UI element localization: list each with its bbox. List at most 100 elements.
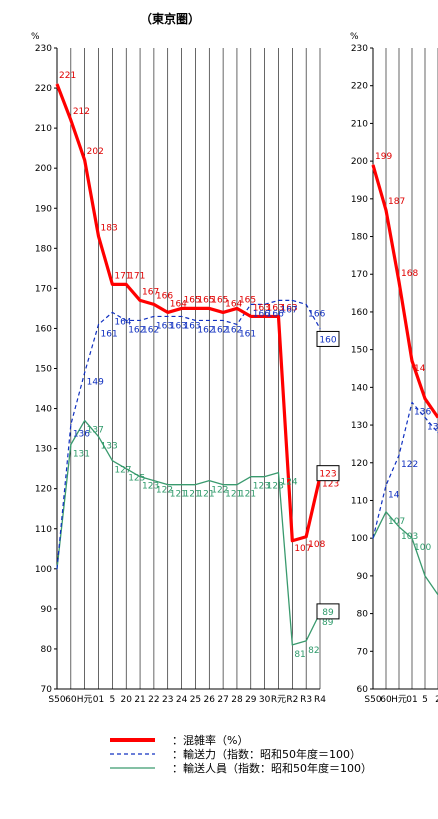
boxed-label: 89 [322, 608, 334, 618]
y-tick-label: 90 [357, 572, 369, 582]
data-point [385, 511, 387, 513]
boxed-label-frame [316, 465, 340, 482]
data-point [180, 484, 183, 486]
data-point [180, 307, 183, 310]
data-label: 202 [87, 147, 104, 157]
data-point [305, 640, 307, 642]
y-tick-label: 140 [351, 383, 368, 393]
data-point [385, 209, 387, 211]
data-point [167, 311, 169, 314]
data-label: 122 [211, 486, 228, 496]
x-tick-label: 24 [176, 695, 188, 705]
data-label: 123 [142, 482, 159, 492]
data-point [194, 307, 197, 310]
x-tick-label: 21 [134, 695, 145, 705]
plot-area-left: 70 80 90 100 110 120 130 140 150 160 170 180 190 200 2… [35, 44, 340, 705]
data-point [125, 468, 127, 470]
x-tick-label: 23 [162, 695, 173, 705]
data-label: 183 [101, 223, 118, 233]
data-label: 187 [388, 197, 405, 207]
y-unit-left: % [31, 32, 40, 42]
data-point [222, 319, 224, 322]
y-tick-label: 120 [35, 485, 52, 495]
data-point [424, 398, 426, 400]
data-point [139, 299, 141, 301]
data-label: 107 [388, 517, 405, 527]
y-tick-label: 210 [351, 119, 368, 129]
x-tick-label: 2 [435, 695, 438, 705]
data-label: 136 [73, 430, 90, 440]
data-label: 121 [197, 490, 214, 500]
data-point [424, 416, 426, 419]
x-tick-label: 25 [190, 695, 201, 705]
data-point [264, 303, 266, 305]
y-tick-label: 160 [351, 308, 368, 318]
data-label: 162 [197, 325, 214, 335]
data-point [236, 323, 238, 326]
data-point [84, 159, 86, 161]
y-tick-label: 90 [41, 605, 53, 615]
x-tick-label: S50 [48, 695, 65, 705]
data-label: 89 [322, 618, 334, 628]
x-tick-label: R元 [271, 695, 286, 705]
data-label: 100 [414, 543, 431, 553]
data-point [277, 315, 280, 318]
y-tick-label: 80 [41, 645, 53, 655]
y-tick-label: 210 [35, 124, 52, 134]
series-line [56, 419, 321, 646]
x-tick-label: 20 [120, 695, 132, 705]
data-label: 81 [294, 650, 305, 660]
data-label: 121 [184, 490, 201, 500]
data-point [250, 315, 252, 318]
data-point [411, 537, 413, 539]
y-tick-label: 100 [351, 534, 368, 544]
data-point [139, 319, 141, 322]
legend-label: ：輸送力（指数：昭和50年度＝100） [172, 747, 361, 761]
boxed-label: 160 [319, 335, 336, 345]
x-tick-label: 30 [259, 695, 271, 705]
data-label: 123 [322, 480, 339, 490]
data-label: 137 [87, 426, 104, 436]
data-label: 121 [170, 490, 187, 500]
data-label: 162 [142, 325, 159, 335]
y-tick-label: 170 [351, 270, 368, 280]
data-label: 136 [414, 407, 431, 417]
series-line [56, 299, 321, 569]
boxed-label-frame [316, 603, 340, 620]
x-tick-label: R4 [314, 695, 326, 705]
y-tick-label: 140 [35, 405, 52, 415]
data-point [424, 575, 426, 577]
y-tick-label: 80 [357, 610, 369, 620]
y-tick-label: 150 [351, 346, 368, 356]
data-point [319, 327, 321, 330]
data-label: 162 [211, 325, 228, 335]
data-label: 82 [308, 646, 319, 656]
data-label: 123 [267, 482, 284, 492]
data-point [70, 423, 72, 426]
x-tick-label: 60 [65, 695, 77, 705]
x-tick-label: 5 [110, 695, 116, 705]
x-tick-label: R2 [286, 695, 298, 705]
data-point [70, 119, 72, 121]
y-tick-label: 70 [357, 647, 369, 657]
data-point [208, 307, 210, 310]
y-tick-label: 200 [35, 164, 52, 174]
data-point [194, 319, 197, 322]
y-tick-label: 230 [351, 44, 368, 54]
data-point [111, 311, 113, 314]
x-tick-label: 28 [231, 695, 243, 705]
x-tick-label: H元 [77, 695, 93, 705]
data-label: 165 [239, 295, 256, 305]
y-tick-label: 100 [35, 565, 52, 575]
x-tick-label: 26 [204, 695, 216, 705]
data-label: 125 [128, 474, 145, 484]
x-tick-label: 5 [422, 695, 428, 705]
data-point [153, 480, 155, 482]
data-label: 14 [388, 490, 400, 500]
y-tick-label: 70 [41, 685, 53, 695]
data-point [125, 283, 127, 285]
data-label: 162 [128, 325, 145, 335]
data-point [411, 401, 413, 404]
y-tick-label: 60 [357, 685, 369, 695]
data-label: 149 [87, 378, 104, 388]
